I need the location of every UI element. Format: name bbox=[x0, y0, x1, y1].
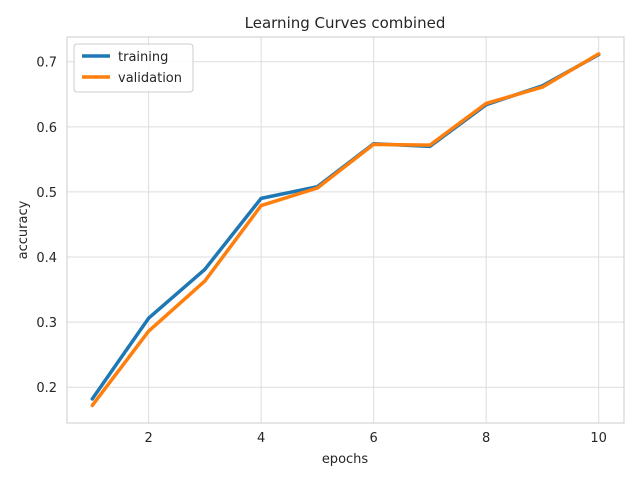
data-point bbox=[90, 403, 94, 408]
data-point bbox=[203, 267, 207, 271]
y-tick-label: 0.5 bbox=[36, 186, 57, 201]
y-tick-label: 0.3 bbox=[36, 316, 57, 331]
data-point bbox=[372, 142, 376, 147]
data-point bbox=[428, 143, 432, 147]
chart-title: Learning Curves combined bbox=[245, 14, 446, 32]
y-tick-label: 0.7 bbox=[36, 56, 57, 71]
x-tick-label: 6 bbox=[369, 431, 377, 446]
x-tick-label: 4 bbox=[257, 431, 265, 446]
data-point bbox=[540, 85, 545, 89]
data-point bbox=[315, 186, 319, 190]
data-point bbox=[203, 279, 207, 283]
data-point bbox=[146, 329, 151, 333]
x-axis-label: epochs bbox=[322, 452, 369, 467]
y-tick-label: 0.6 bbox=[36, 121, 57, 136]
series-line-validation bbox=[90, 52, 601, 408]
data-point bbox=[259, 196, 263, 201]
grid bbox=[67, 37, 624, 423]
y-tick-label: 0.4 bbox=[36, 251, 57, 266]
legend-label: validation bbox=[118, 71, 182, 86]
x-tick-label: 8 bbox=[482, 431, 490, 446]
legend-label: training bbox=[118, 50, 168, 65]
data-point bbox=[146, 316, 151, 320]
tick-labels: 2 4 6 8 10 0.2 0.3 0.4 0.5 0.6 0.7 bbox=[36, 56, 607, 446]
data-point bbox=[90, 397, 94, 401]
series-lines bbox=[90, 52, 601, 408]
series-line-training bbox=[90, 52, 601, 401]
data-point bbox=[597, 52, 601, 56]
x-tick-label: 2 bbox=[144, 431, 152, 446]
data-point bbox=[259, 203, 263, 208]
x-tick-label: 10 bbox=[590, 431, 607, 446]
y-axis-label: accuracy bbox=[16, 200, 31, 259]
data-point bbox=[484, 101, 488, 105]
legend: training validation bbox=[73, 43, 194, 93]
plot-area-frame bbox=[66, 36, 625, 424]
y-tick-label: 0.2 bbox=[36, 381, 57, 396]
